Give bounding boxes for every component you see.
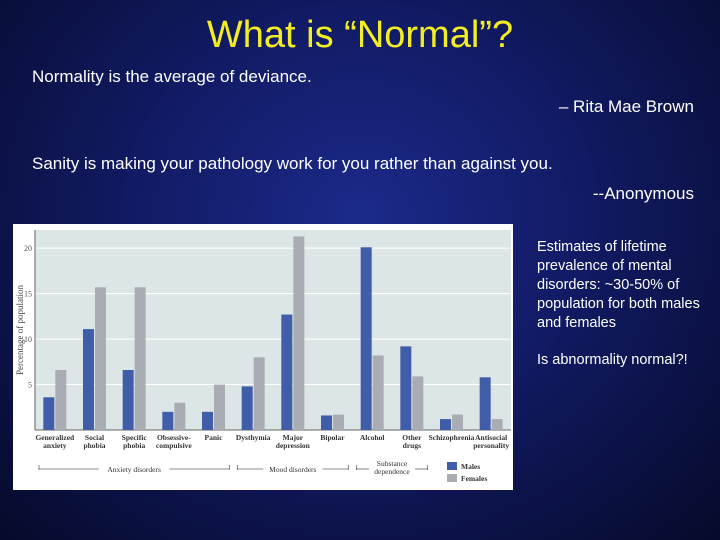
x-tick-label: Generalized anxiety	[35, 433, 75, 450]
x-tick-label: Bipolar	[320, 433, 345, 442]
bar-males	[162, 411, 174, 430]
x-tick-label: Antisocial personality	[473, 433, 509, 450]
bar-males	[321, 415, 332, 430]
group-label: Substance dependence	[374, 459, 410, 476]
bar-females	[491, 419, 503, 430]
x-tick-label: Schizophrenia	[429, 433, 475, 442]
x-tick-label: Social phobia	[83, 433, 105, 450]
bar-females	[293, 236, 305, 430]
quote-sanity-attribution: --Anonymous	[592, 184, 694, 203]
x-tick-label: Alcohol	[360, 433, 385, 442]
bar-males	[360, 247, 372, 430]
slide-title: What is “Normal”?	[206, 14, 514, 56]
prevalence-chart: 5 10 15 20 Percentage of population Generaliz…	[13, 224, 513, 490]
bar-males	[122, 370, 134, 430]
bar-females	[55, 370, 67, 430]
quote-normality: Normality is the average of deviance.	[32, 67, 312, 86]
y-tick-label: 10	[24, 335, 32, 344]
legend-label-males: Males	[461, 462, 480, 471]
bar-females	[333, 414, 344, 430]
x-tick-label: Specific phobia	[122, 433, 148, 450]
bar-males	[241, 386, 253, 430]
x-tick-label: Obsessive-compulsive	[156, 433, 193, 450]
bar-males	[400, 346, 412, 430]
plot-area	[35, 230, 511, 430]
y-tick-label: 15	[24, 290, 32, 299]
bar-females	[452, 414, 463, 430]
legend-swatch-females	[447, 474, 457, 482]
abnormality-question: Is abnormality normal?!	[537, 352, 688, 368]
bar-males	[479, 377, 491, 430]
bar-females	[214, 384, 225, 430]
bar-females	[134, 287, 146, 430]
bar-females	[412, 376, 424, 430]
bar-females	[95, 287, 106, 430]
y-tick-label: 20	[24, 244, 32, 253]
group-label: Mood disorders	[269, 465, 316, 474]
quote-normality-attribution: – Rita Mae Brown	[558, 97, 694, 116]
prevalence-note: Estimates of lifetime prevalence of ment…	[537, 239, 700, 331]
legend-swatch-males	[447, 462, 457, 470]
bar-males	[43, 397, 55, 430]
x-tick-label: Other drugs	[402, 433, 422, 450]
y-axis-label: Percentage of population	[15, 285, 25, 375]
y-tick-label: 5	[28, 381, 32, 390]
bar-males	[440, 419, 451, 430]
bar-males	[281, 314, 293, 430]
prevalence-chart-svg: 5 10 15 20 Percentage of population Generaliz…	[15, 230, 511, 483]
side-notes: Estimates of lifetime prevalence of ment…	[537, 238, 707, 388]
bar-males	[202, 411, 213, 430]
group-label: Anxiety disorders	[107, 465, 161, 474]
x-tick-label: Panic	[205, 433, 224, 442]
legend-label-females: Females	[461, 474, 487, 483]
bar-females	[174, 402, 186, 430]
bar-females	[253, 357, 265, 430]
bar-females	[372, 355, 384, 430]
bar-males	[83, 329, 94, 430]
quote-sanity: Sanity is making your pathology work for…	[32, 154, 553, 173]
x-tick-label: Dysthymia	[236, 433, 271, 442]
x-tick-label: Major depression	[276, 433, 311, 450]
